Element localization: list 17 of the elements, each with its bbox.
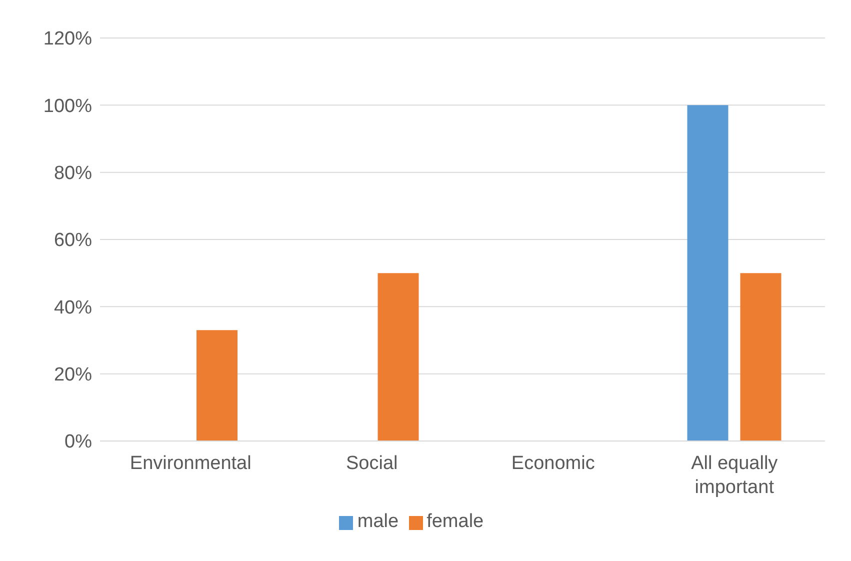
y-tick-label: 80% <box>54 163 92 184</box>
y-tick-label: 40% <box>54 297 92 318</box>
y-tick-label: 120% <box>43 28 92 50</box>
y-tick-label: 100% <box>43 96 92 117</box>
bar <box>740 273 782 441</box>
x-tick-label: All equally important <box>691 453 778 498</box>
x-tick-label: Social <box>346 453 398 474</box>
y-tick-label: 0% <box>64 432 92 453</box>
x-tick-label: Environmental <box>130 453 252 474</box>
bar <box>378 273 419 441</box>
bar <box>196 330 238 441</box>
x-tick-label: Economic <box>511 453 595 474</box>
legend-label: female <box>426 511 484 532</box>
y-tick-label: 60% <box>54 230 92 252</box>
bar <box>687 105 728 441</box>
legend-label: male <box>357 511 399 532</box>
y-tick-label: 20% <box>54 364 92 386</box>
